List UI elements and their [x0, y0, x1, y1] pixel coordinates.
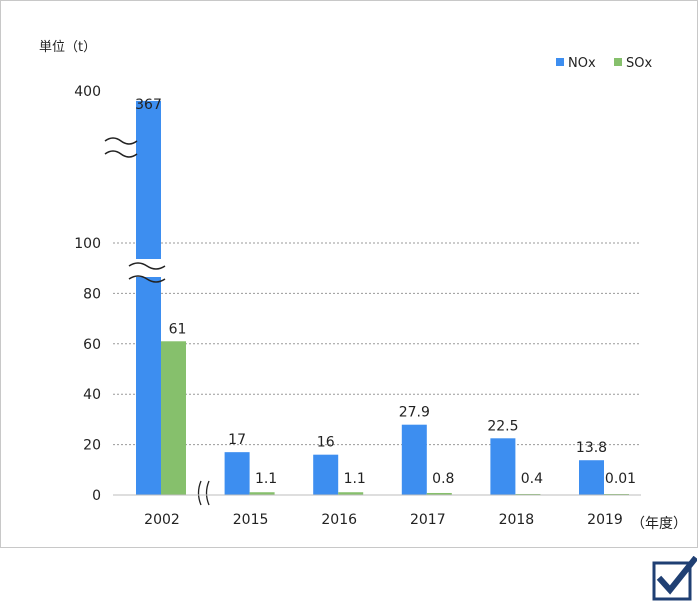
x-tick-label: 2019	[587, 512, 623, 528]
nox-bar	[136, 100, 161, 496]
y-axis-ticks: 0 20 40 60 80 100 400	[74, 84, 101, 504]
legend: NOx SOx	[556, 56, 652, 71]
nox-data-label: 17	[228, 432, 246, 448]
bar-break-mark	[128, 262, 166, 283]
nox-bar	[313, 454, 339, 495]
sox-data-label: 61	[169, 321, 187, 337]
data-labels: 367 61 17 1.1 16 1.1 27.9 0.8 22.5 0.4 13.8 0.01	[135, 97, 636, 487]
y-tick-label: 60	[83, 337, 101, 353]
y-tick-label: 0	[92, 488, 101, 504]
nox-data-label: 16	[317, 435, 335, 451]
y-tick-label: 400	[74, 84, 101, 100]
x-axis-suffix-label: （年度）	[631, 516, 687, 532]
x-tick-label: 2015	[233, 512, 269, 528]
sox-bar	[338, 492, 364, 495]
nox-bar	[224, 452, 250, 495]
sox-data-label: 1.1	[255, 471, 277, 487]
gridlines	[113, 242, 641, 446]
x-axis-break-mark	[197, 480, 210, 506]
nox-bar	[490, 438, 516, 495]
nox-data-label: 367	[135, 97, 162, 113]
unit-label: 単位（t）	[39, 39, 96, 55]
y-axis-break-mark	[104, 137, 138, 158]
sox-bar	[161, 341, 186, 495]
nox-bar	[401, 424, 427, 495]
chart-frame: 単位（t） NOx SOx 0 20 40 60 80 100 400 367 61 17 1.1 1…	[0, 0, 698, 548]
sox-data-label: 0.8	[432, 471, 454, 487]
nox-bar	[579, 460, 604, 495]
x-tick-label: 2016	[321, 512, 357, 528]
sox-bar	[426, 492, 452, 495]
checkbox-check-icon	[651, 555, 699, 602]
sox-data-label: 1.1	[344, 471, 366, 487]
nox-legend-label: NOx	[568, 56, 596, 71]
sox-legend-swatch	[614, 58, 622, 66]
x-tick-label: 2002	[144, 512, 180, 528]
bars	[136, 100, 629, 496]
sox-bar	[515, 493, 541, 495]
y-tick-label: 100	[74, 236, 101, 252]
y-tick-label: 80	[83, 286, 101, 302]
sox-data-label: 0.4	[521, 471, 543, 487]
x-tick-label: 2018	[499, 512, 535, 528]
x-tick-label: 2017	[410, 512, 446, 528]
nox-data-label: 13.8	[576, 440, 607, 456]
y-tick-label: 20	[83, 438, 101, 454]
nox-legend-swatch	[556, 58, 564, 66]
nox-data-label: 27.9	[399, 405, 430, 421]
x-axis-ticks: 2002 2015 2016 2017 2018 2019	[144, 512, 623, 528]
bar-chart: 単位（t） NOx SOx 0 20 40 60 80 100 400 367 61 17 1.1 1…	[39, 39, 687, 532]
nox-data-label: 22.5	[487, 418, 518, 434]
sox-legend-label: SOx	[626, 56, 652, 71]
y-tick-label: 40	[83, 387, 101, 403]
sox-data-label: 0.01	[605, 471, 636, 487]
sox-bar	[249, 492, 275, 495]
